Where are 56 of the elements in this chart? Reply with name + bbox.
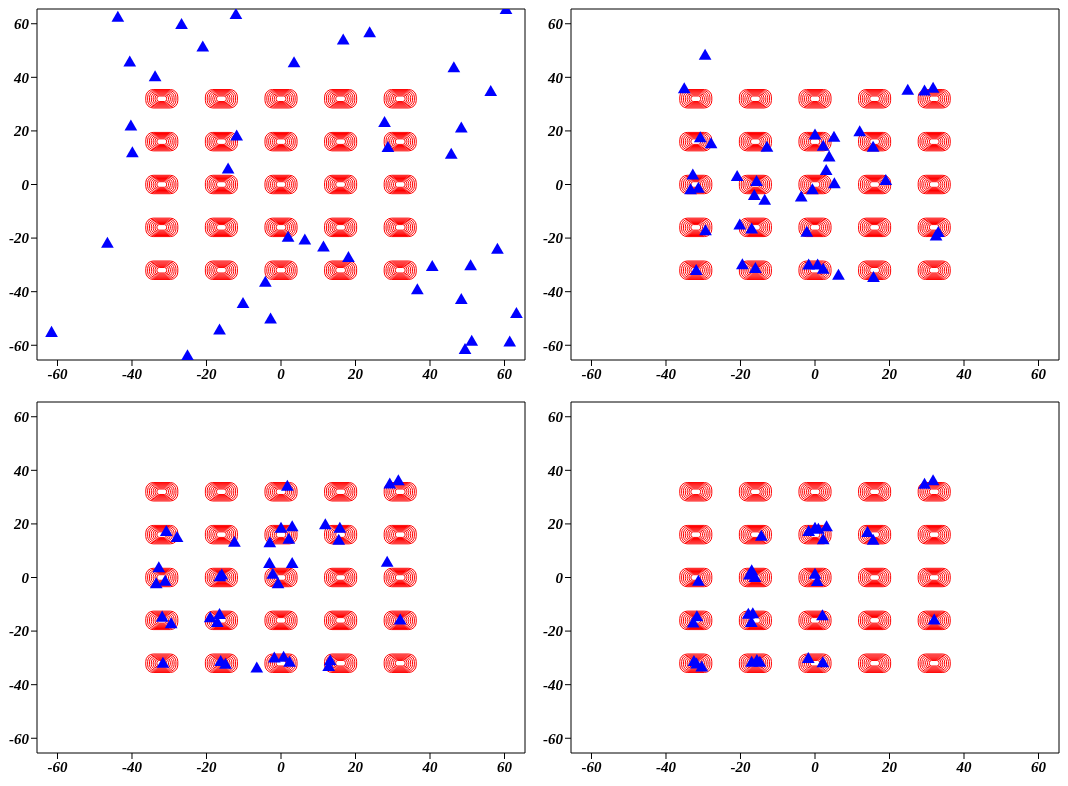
y-tick-label: -40 <box>9 284 30 300</box>
y-tick-label: 0 <box>555 569 564 586</box>
y-tick-label: 0 <box>21 176 30 193</box>
x-tick-label: 0 <box>277 758 286 775</box>
y-tick-label: -20 <box>543 230 564 247</box>
y-tick-label: -40 <box>543 284 564 300</box>
x-tick-label: -40 <box>655 758 677 775</box>
x-tick-label: 20 <box>347 365 364 382</box>
x-tick-label: -60 <box>47 758 68 775</box>
x-tick-label: -20 <box>730 365 751 382</box>
x-tick-label: -40 <box>655 365 677 382</box>
y-tick-label: -20 <box>543 623 564 640</box>
y-tick-label: 20 <box>13 516 30 533</box>
y-tick-label: -60 <box>543 730 564 747</box>
x-tick-label: 60 <box>497 758 513 775</box>
y-tick-label: 0 <box>21 569 30 586</box>
x-tick-label: 20 <box>881 758 898 775</box>
y-tick-label: -60 <box>543 337 564 354</box>
y-tick-label: 20 <box>547 123 564 140</box>
y-tick-label: -60 <box>9 730 30 747</box>
y-tick-label: 40 <box>13 462 30 479</box>
x-tick-label: 40 <box>421 365 439 382</box>
x-tick-label: 60 <box>497 365 513 382</box>
y-tick-label: 20 <box>13 123 30 140</box>
y-tick-label: 20 <box>547 516 564 533</box>
y-tick-label: -60 <box>9 337 30 354</box>
x-tick-label: -20 <box>730 758 751 775</box>
x-tick-label: -40 <box>121 758 143 775</box>
x-tick-label: -20 <box>196 365 217 382</box>
y-tick-label: -40 <box>9 677 30 693</box>
y-tick-label: 40 <box>547 69 564 86</box>
y-tick-label: -20 <box>9 230 30 247</box>
x-tick-label: 0 <box>811 758 820 775</box>
y-tick-label: -20 <box>9 623 30 640</box>
x-tick-label: 20 <box>347 758 364 775</box>
y-tick-label: -40 <box>543 677 564 693</box>
x-tick-label: 0 <box>277 365 286 382</box>
y-tick-label: 0 <box>555 176 564 193</box>
x-tick-label: 0 <box>811 365 820 382</box>
y-tick-label: 60 <box>548 409 564 426</box>
x-tick-label: 40 <box>421 758 439 775</box>
y-tick-label: 60 <box>14 16 30 33</box>
y-tick-label: 60 <box>14 409 30 426</box>
x-tick-label: -20 <box>196 758 217 775</box>
x-tick-label: -60 <box>47 365 68 382</box>
y-tick-label: 40 <box>547 462 564 479</box>
x-tick-label: 60 <box>1031 365 1047 382</box>
y-tick-label: 40 <box>13 69 30 86</box>
x-tick-label: 60 <box>1031 758 1047 775</box>
x-tick-label: 40 <box>955 758 973 775</box>
x-tick-label: -60 <box>581 758 602 775</box>
y-tick-label: 60 <box>548 16 564 33</box>
x-tick-label: 40 <box>955 365 973 382</box>
x-tick-label: -40 <box>121 365 143 382</box>
x-tick-label: 20 <box>881 365 898 382</box>
x-tick-label: -60 <box>581 365 602 382</box>
